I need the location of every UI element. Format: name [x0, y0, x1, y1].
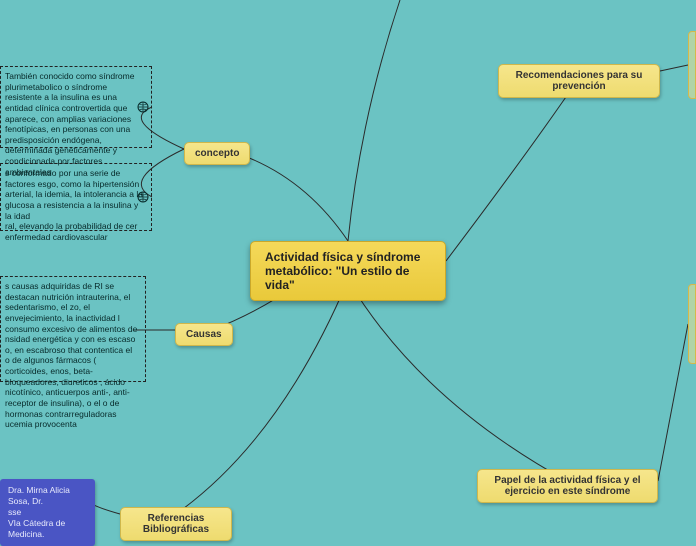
cutoff-box-mid	[688, 284, 696, 364]
center-label: Actividad física y síndromemetabólico: "…	[265, 250, 420, 292]
branch-papel[interactable]: Papel de la actividad física y el ejerci…	[477, 469, 658, 503]
branch-referencias[interactable]: Referencias Bibliográficas	[120, 507, 232, 541]
note-text: s causas adquiridas de RI se destacan nu…	[5, 281, 137, 429]
branch-label: concepto	[195, 148, 239, 159]
branch-concepto[interactable]: concepto	[184, 142, 250, 165]
branch-label: Referencias Bibliográficas	[143, 513, 209, 535]
branch-recomendaciones[interactable]: Recomendaciones para su prevención	[498, 64, 660, 98]
note-text: También conocido como síndrome plurimeta…	[5, 71, 134, 177]
note-concepto-2: s conformado por una serie de factores e…	[0, 163, 152, 231]
cutoff-box-top	[688, 31, 696, 99]
globe-icon	[137, 101, 149, 113]
note-text: s conformado por una serie de factores e…	[5, 168, 143, 242]
note-concepto-1: También conocido como síndrome plurimeta…	[0, 66, 152, 148]
branch-causas[interactable]: Causas	[175, 323, 233, 346]
center-topic[interactable]: Actividad física y síndromemetabólico: "…	[250, 241, 446, 301]
branch-label: Recomendaciones para su prevención	[516, 70, 643, 92]
ref-text: Dra. Mirna Alicia Sosa, Dr.sseVIa Cátedr…	[8, 485, 70, 539]
globe-icon	[137, 191, 149, 203]
branch-label: Causas	[186, 329, 222, 340]
branch-label: Papel de la actividad física y el ejerci…	[494, 475, 640, 497]
reference-author-box: Dra. Mirna Alicia Sosa, Dr.sseVIa Cátedr…	[0, 479, 95, 546]
note-causas-1: s causas adquiridas de RI se destacan nu…	[0, 276, 146, 382]
